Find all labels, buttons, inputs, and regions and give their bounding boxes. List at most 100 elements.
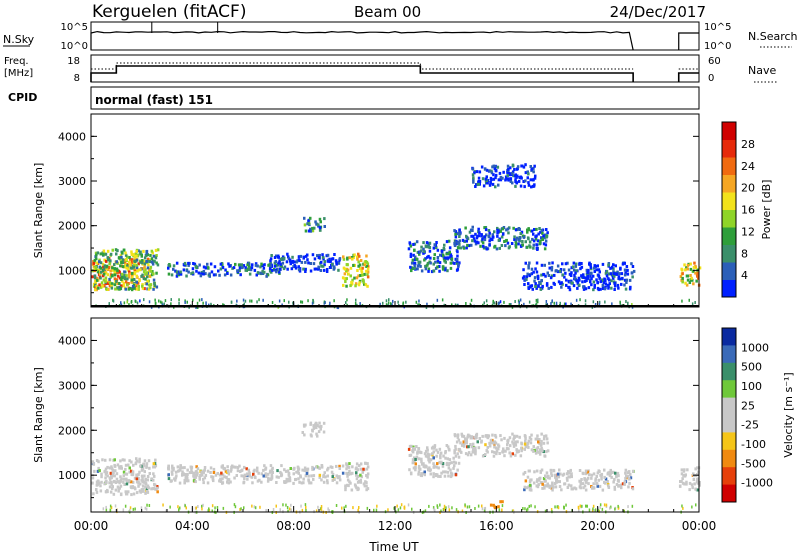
data-cell [472, 448, 475, 452]
data-cell [575, 262, 578, 266]
colorbar-swatch [722, 467, 736, 486]
data-cell [531, 237, 534, 241]
nave-label: Nave [748, 64, 776, 77]
data-cell [362, 280, 365, 284]
data-cell [201, 298, 203, 302]
data-cell [131, 284, 135, 288]
data-cell [254, 506, 257, 510]
data-cell [98, 258, 101, 262]
data-cell [154, 298, 156, 302]
data-cell [206, 266, 210, 270]
data-cell [348, 469, 351, 473]
data-cell [530, 229, 534, 233]
data-cell [505, 177, 509, 181]
data-cell [128, 264, 132, 268]
data-cell [555, 301, 558, 305]
data-cell [148, 466, 151, 470]
data-cell [184, 301, 186, 304]
data-cell [511, 452, 514, 456]
data-cell [203, 476, 207, 480]
colorbar-tick-label: 4 [741, 269, 748, 282]
data-cell [559, 301, 561, 305]
data-cell [582, 276, 585, 279]
data-cell [441, 298, 444, 302]
data-cell [587, 268, 590, 272]
data-cell [471, 450, 474, 454]
data-cell [297, 471, 300, 475]
data-cell [335, 464, 338, 468]
data-cell [277, 475, 280, 479]
data-cell [116, 463, 120, 467]
data-cell [514, 242, 518, 246]
data-cell [139, 252, 142, 256]
data-cell [409, 252, 413, 256]
data-cell [563, 482, 567, 486]
data-cell [414, 255, 417, 259]
data-cell [108, 284, 112, 288]
data-cell [248, 272, 252, 276]
data-cell [126, 283, 129, 287]
data-cell [564, 271, 567, 275]
data-cell [566, 470, 570, 474]
data-cell [458, 448, 461, 451]
data-cell [252, 472, 255, 476]
data-cell [144, 506, 147, 510]
data-cell [95, 284, 98, 288]
data-cell [206, 481, 210, 485]
data-cell [135, 477, 139, 481]
data-cell [546, 482, 549, 486]
data-cell [393, 506, 395, 510]
data-cell [95, 490, 99, 494]
data-cell [517, 179, 521, 183]
data-cell [558, 480, 561, 484]
data-cell [565, 503, 567, 507]
data-cell [516, 167, 519, 171]
data-cell [490, 171, 494, 175]
data-cell [469, 453, 473, 457]
data-cell [532, 481, 536, 485]
data-cell [403, 505, 406, 509]
data-cell [546, 441, 549, 445]
data-cell [290, 508, 292, 512]
data-cell [111, 282, 114, 286]
data-cell [589, 280, 592, 284]
data-cell [597, 268, 601, 272]
data-cell [492, 441, 495, 445]
data-cell [416, 267, 419, 271]
data-cell [237, 263, 241, 267]
data-cell [603, 475, 606, 479]
data-cell [432, 456, 435, 460]
data-cell [348, 480, 351, 484]
data-cell [413, 460, 416, 464]
nsky-panel: N.Sky 10^5 10^0 10^5 10^0 N.Search [3, 21, 798, 52]
data-cell [137, 287, 140, 291]
data-cell [485, 299, 488, 303]
data-cell [601, 488, 605, 492]
data-cell [467, 451, 471, 455]
data-cell [523, 488, 526, 492]
data-cell [331, 475, 334, 479]
data-cell [469, 302, 472, 306]
data-cell [600, 472, 604, 476]
data-cell [575, 298, 578, 302]
data-cell [543, 247, 547, 251]
data-cell [135, 491, 139, 495]
data-cell [408, 468, 411, 472]
data-cell [318, 466, 321, 470]
data-cell [623, 261, 626, 265]
data-cell [135, 250, 138, 253]
data-cell [104, 252, 108, 256]
data-cell [112, 480, 116, 483]
data-cell [310, 474, 313, 478]
data-cell [449, 266, 453, 270]
data-cell [471, 229, 474, 232]
data-cell [141, 477, 144, 481]
data-cell [264, 466, 268, 470]
data-cell [199, 473, 202, 477]
data-cell [150, 260, 154, 264]
colorbar-swatch [722, 157, 736, 175]
data-cell [484, 443, 487, 447]
data-cell [432, 257, 436, 260]
data-cell [152, 465, 155, 469]
data-cell [550, 474, 553, 478]
